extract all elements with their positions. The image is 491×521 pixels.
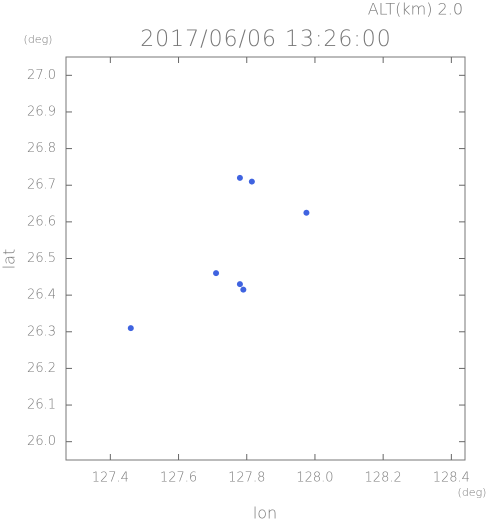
plot-frame	[65, 56, 466, 461]
y-tick-label: 26.6	[27, 214, 56, 229]
x-unit: (deg)	[458, 486, 487, 499]
y-tick-label: 26.8	[27, 141, 56, 156]
echo-point	[303, 209, 310, 216]
y-axis-label: lat	[0, 249, 19, 270]
chart-title: 2017/06/06 13:26:00	[140, 27, 392, 52]
x-tick-label: 128.2	[365, 471, 402, 486]
y-tick-label: 26.3	[27, 324, 56, 339]
echo-point	[236, 281, 243, 288]
x-tick-label: 127.6	[160, 471, 197, 486]
x-axis-label: lon	[253, 504, 277, 521]
y-tick-label: 26.9	[27, 104, 56, 119]
echo-point	[240, 286, 247, 293]
y-tick-label: 26.4	[27, 288, 56, 303]
x-tick-label: 128.4	[433, 471, 470, 486]
y-tick-label: 26.5	[27, 251, 56, 266]
y-tick-label: 26.2	[27, 361, 56, 376]
y-tick-label: 26.0	[27, 434, 56, 449]
y-tick-label: 26.1	[27, 398, 56, 413]
y-unit: (deg)	[24, 33, 53, 46]
y-tick-label: 26.7	[27, 178, 56, 193]
x-tick-label: 128.0	[296, 471, 333, 486]
x-tick-label: 127.8	[228, 471, 265, 486]
echo-point	[236, 174, 243, 181]
echo-point	[213, 270, 220, 277]
echo-point	[248, 178, 255, 185]
x-tick-label: 127.4	[92, 471, 129, 486]
echo-point	[127, 325, 134, 332]
chart-subtitle: ALT(km) 2.0	[368, 0, 463, 19]
y-tick-label: 27.0	[27, 68, 56, 83]
